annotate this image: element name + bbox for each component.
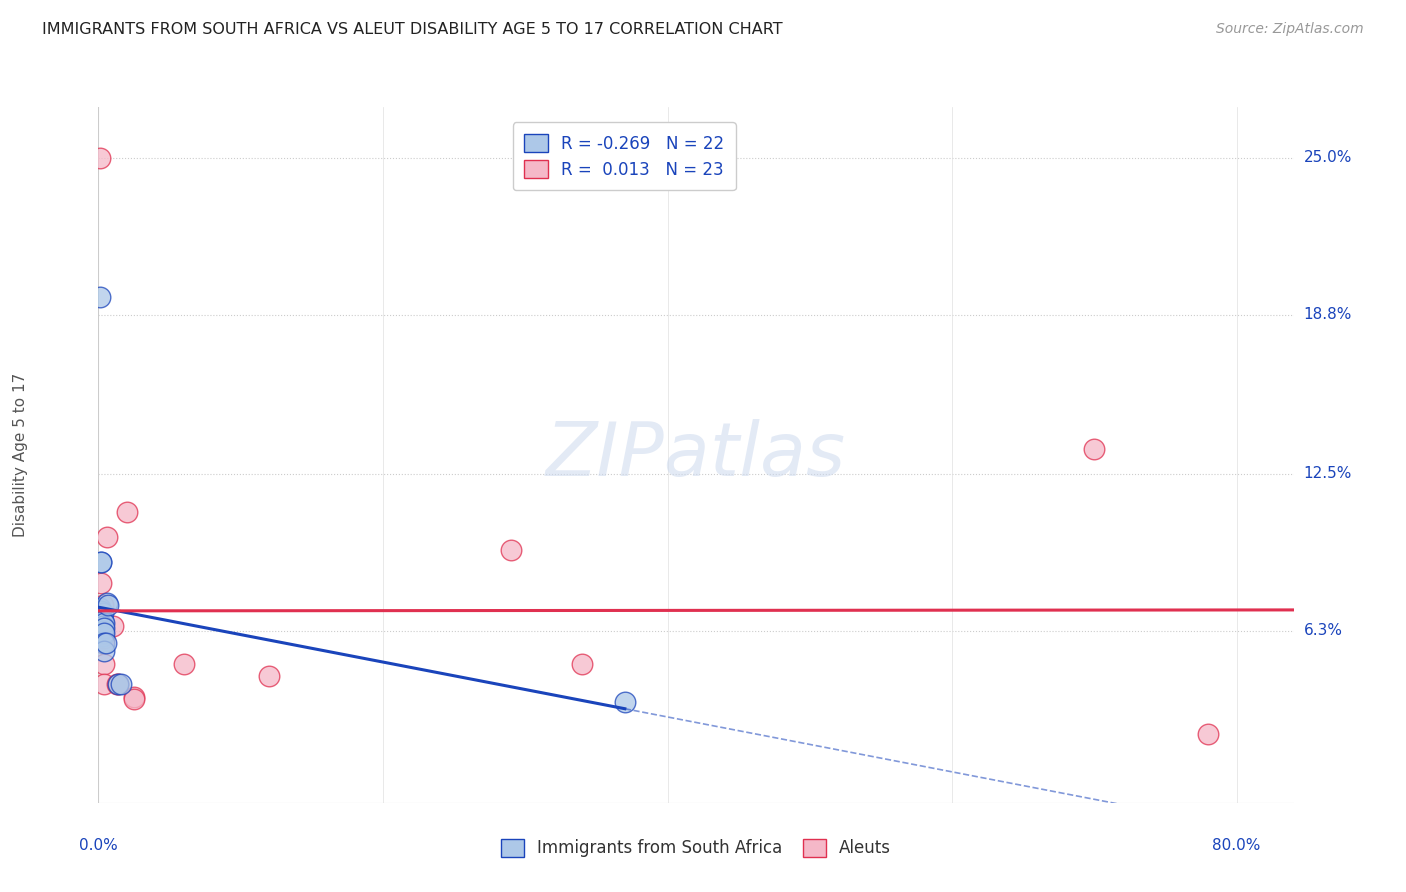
Point <box>93 626 115 640</box>
Point <box>91 624 114 638</box>
Point <box>173 657 195 671</box>
Point <box>91 606 114 620</box>
Point <box>101 618 124 632</box>
Point <box>90 621 112 635</box>
Text: 12.5%: 12.5% <box>1303 467 1351 482</box>
Point <box>91 614 114 628</box>
Point <box>613 695 636 709</box>
Point <box>89 601 111 615</box>
Point <box>96 530 118 544</box>
Point <box>91 632 114 646</box>
Point <box>91 624 114 638</box>
Point <box>571 657 593 671</box>
Point <box>110 677 132 691</box>
Point <box>91 636 114 650</box>
Point <box>93 636 115 650</box>
Point <box>89 290 111 304</box>
Text: IMMIGRANTS FROM SOUTH AFRICA VS ALEUT DISABILITY AGE 5 TO 17 CORRELATION CHART: IMMIGRANTS FROM SOUTH AFRICA VS ALEUT DI… <box>42 22 783 37</box>
Point <box>93 644 115 658</box>
Point <box>499 542 522 557</box>
Point <box>93 677 115 691</box>
Legend: Immigrants from South Africa, Aleuts: Immigrants from South Africa, Aleuts <box>494 832 898 864</box>
Point <box>1197 727 1219 741</box>
Point <box>107 677 129 691</box>
Point <box>90 575 112 590</box>
Point <box>94 636 117 650</box>
Point <box>93 621 115 635</box>
Point <box>91 618 114 632</box>
Point <box>91 599 114 613</box>
Point <box>96 596 118 610</box>
Point <box>115 505 138 519</box>
Point <box>93 616 115 631</box>
Point <box>90 556 112 570</box>
Text: 18.8%: 18.8% <box>1303 307 1351 322</box>
Point <box>93 657 115 671</box>
Point <box>89 151 111 165</box>
Point <box>107 677 129 691</box>
Point <box>90 556 112 570</box>
Text: 0.0%: 0.0% <box>79 838 118 854</box>
Point <box>122 690 145 704</box>
Point <box>90 611 112 625</box>
Point <box>91 629 114 643</box>
Text: Source: ZipAtlas.com: Source: ZipAtlas.com <box>1216 22 1364 37</box>
Point <box>97 599 120 613</box>
Point <box>105 677 128 691</box>
Point <box>93 632 115 646</box>
Text: 6.3%: 6.3% <box>1303 624 1343 639</box>
Text: Disability Age 5 to 17: Disability Age 5 to 17 <box>13 373 28 537</box>
Point <box>90 603 112 617</box>
Point <box>122 692 145 706</box>
Text: 25.0%: 25.0% <box>1303 150 1351 165</box>
Point <box>1083 442 1105 456</box>
Text: 80.0%: 80.0% <box>1212 838 1261 854</box>
Point <box>257 669 280 683</box>
Text: ZIPatlas: ZIPatlas <box>546 419 846 491</box>
